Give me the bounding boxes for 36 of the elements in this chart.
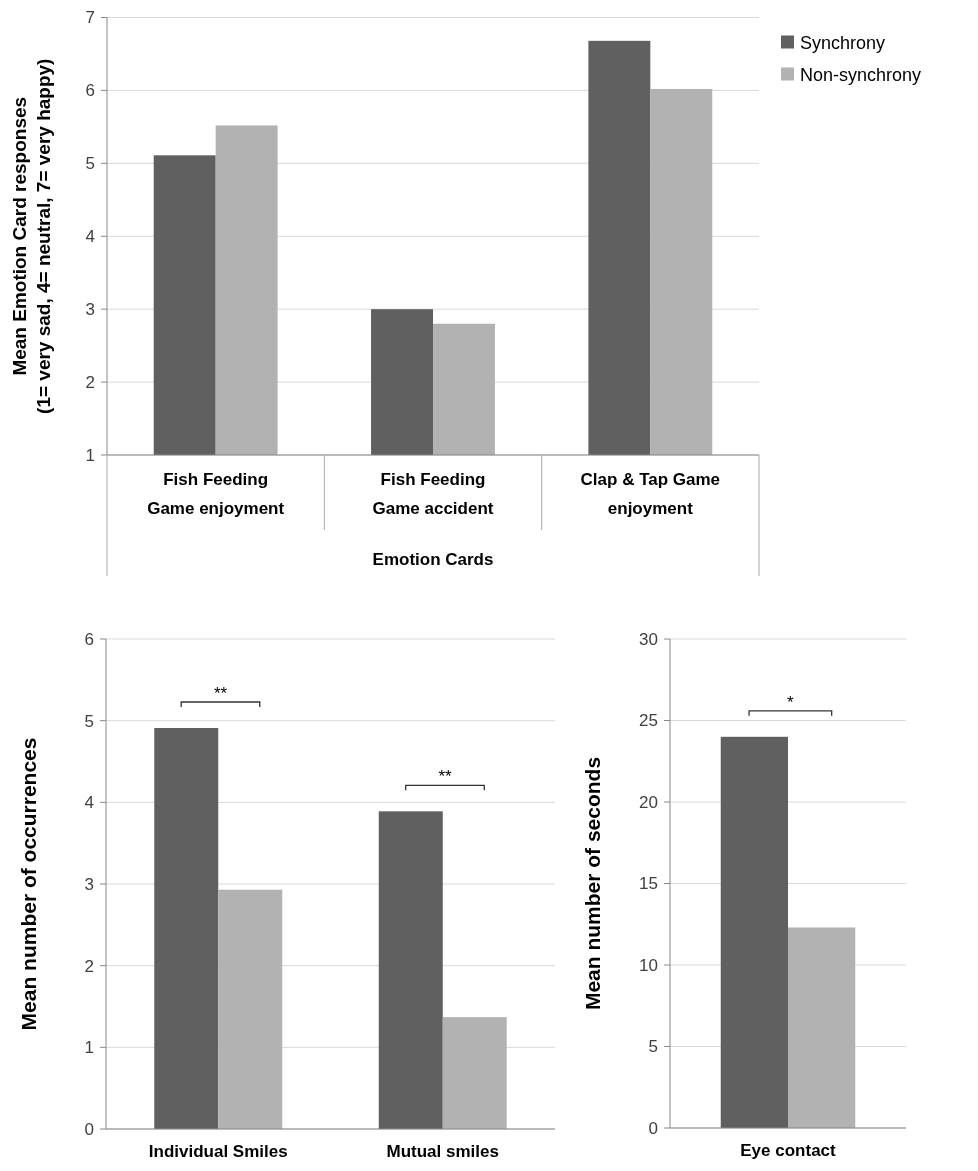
y-axis-title: Mean number of seconds: [581, 756, 604, 1011]
x-tick-label: Fish Feeding Game enjoyment: [147, 470, 285, 518]
x-tick-label: Eye contact: [740, 1141, 837, 1160]
y-tick-label: 7: [85, 8, 95, 28]
y-tick-label: 0: [84, 1119, 94, 1139]
y-axis-title: Mean number of occurrences: [17, 737, 40, 1031]
y-tick-label: 15: [639, 874, 658, 894]
y-tick-label: 1: [84, 1038, 94, 1058]
y-tick-label: 30: [639, 629, 658, 649]
y-tick-label: 5: [85, 154, 95, 174]
y-tick-label: 3: [85, 300, 95, 320]
y-tick-label: 2: [85, 373, 95, 393]
y-tick-label: 0: [648, 1118, 658, 1138]
x-axis-title: Emotion Cards: [372, 550, 494, 569]
x-tick-label: Fish Feeding Game accident: [372, 470, 494, 518]
x-tick-label: Clap & Tap Game enjoyment: [580, 470, 721, 518]
y-tick-label: 10: [639, 955, 658, 975]
legend-label: Non-synchrony: [800, 64, 922, 85]
annotation: *: [787, 692, 795, 712]
y-tick-label: 4: [85, 227, 95, 247]
y-tick-label: 3: [84, 874, 94, 894]
y-tick-label: 6: [84, 629, 94, 649]
y-tick-label: 5: [648, 1037, 658, 1057]
annotation: **: [213, 684, 228, 704]
y-tick-label: 1: [85, 445, 95, 465]
y-tick-label: 20: [639, 792, 658, 812]
y-tick-label: 4: [84, 793, 94, 813]
legend-label: Synchrony: [800, 32, 886, 53]
x-tick-label: Individual Smiles: [148, 1142, 288, 1161]
x-tick-label: Mutual smiles: [386, 1142, 499, 1161]
y-tick-label: 5: [84, 711, 94, 731]
annotation: **: [438, 767, 452, 787]
y-tick-label: 2: [84, 956, 94, 976]
y-axis-title: Mean Emotion Card responses (1= very sad, 4= neutral, 7= very happy): [9, 58, 54, 414]
y-tick-label: 25: [639, 711, 658, 731]
y-tick-label: 6: [85, 81, 95, 101]
